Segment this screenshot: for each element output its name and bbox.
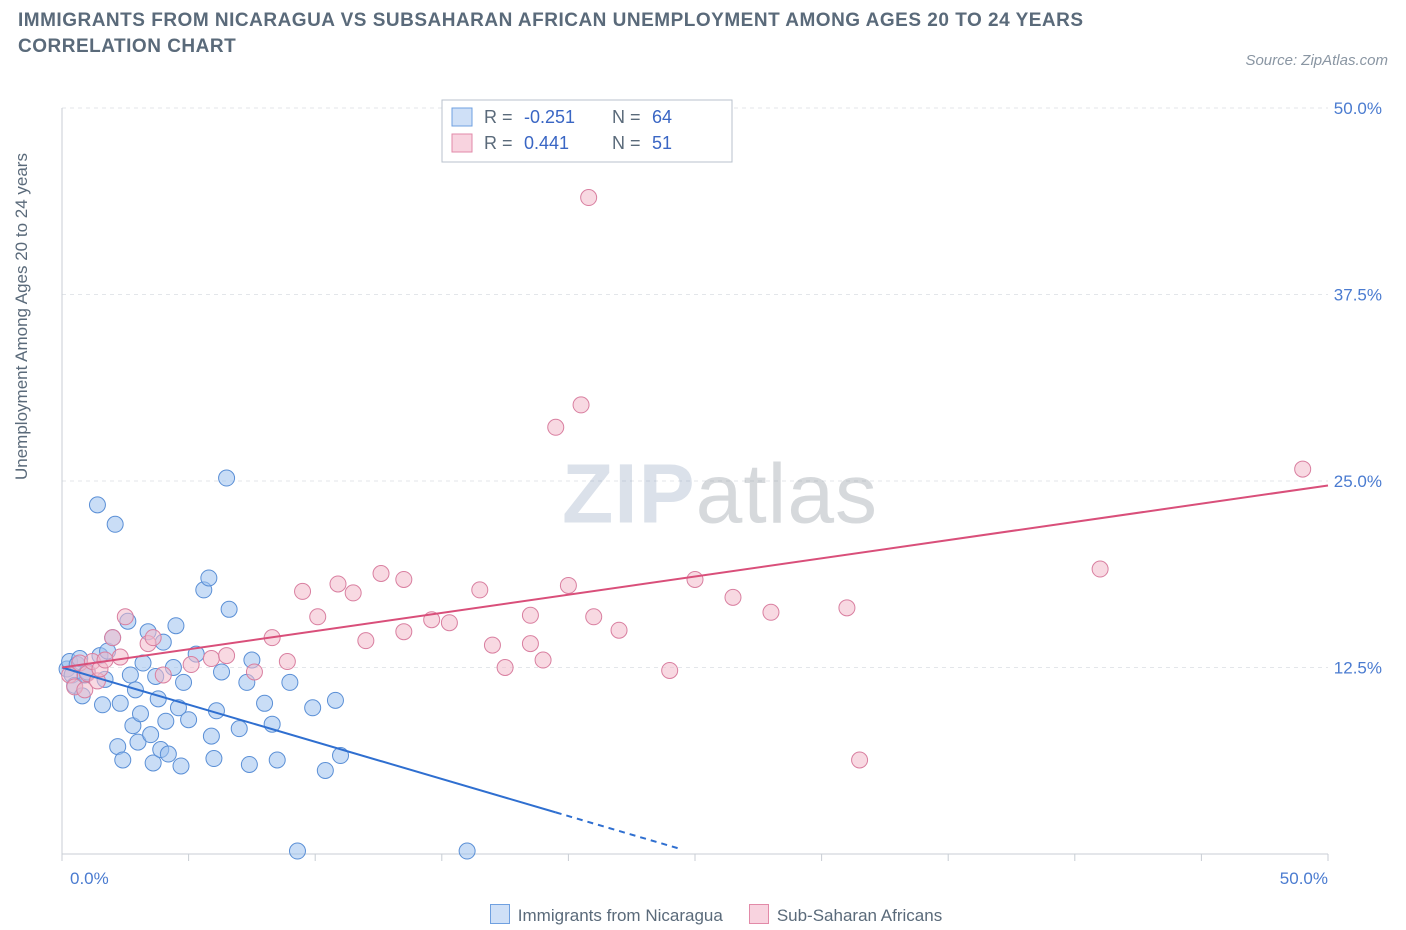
data-point xyxy=(535,652,551,668)
data-point xyxy=(317,762,333,778)
data-point xyxy=(219,470,235,486)
data-point xyxy=(305,700,321,716)
data-point xyxy=(548,419,564,435)
data-point xyxy=(257,695,273,711)
data-point xyxy=(173,758,189,774)
data-point xyxy=(459,843,475,859)
data-point xyxy=(105,630,121,646)
data-point xyxy=(143,727,159,743)
legend-r-value: -0.251 xyxy=(524,107,575,127)
data-point xyxy=(115,752,131,768)
data-point xyxy=(246,664,262,680)
data-point xyxy=(89,497,105,513)
data-point xyxy=(522,607,538,623)
data-point xyxy=(231,721,247,737)
data-point xyxy=(839,600,855,616)
data-point xyxy=(122,667,138,683)
data-point xyxy=(183,657,199,673)
footer-legend-swatch xyxy=(490,904,510,924)
footer-legend-swatch xyxy=(749,904,769,924)
data-point xyxy=(241,756,257,772)
data-point xyxy=(345,585,361,601)
data-point xyxy=(662,662,678,678)
data-point xyxy=(522,636,538,652)
data-point xyxy=(581,190,597,206)
data-point xyxy=(168,618,184,634)
data-point xyxy=(160,746,176,762)
y-tick-label: 50.0% xyxy=(1334,99,1382,118)
data-point xyxy=(282,674,298,690)
data-point xyxy=(1295,461,1311,477)
data-point xyxy=(725,589,741,605)
legend-swatch xyxy=(452,108,472,126)
data-point xyxy=(158,713,174,729)
data-point xyxy=(132,706,148,722)
data-point xyxy=(206,751,222,767)
y-tick-label: 37.5% xyxy=(1334,286,1382,305)
data-point xyxy=(852,752,868,768)
data-point xyxy=(441,615,457,631)
data-point xyxy=(330,576,346,592)
data-point xyxy=(289,843,305,859)
chart-title: IMMIGRANTS FROM NICARAGUA VS SUBSAHARAN … xyxy=(18,8,1098,59)
legend-r-value: 0.441 xyxy=(524,133,569,153)
data-point xyxy=(396,571,412,587)
data-point xyxy=(95,697,111,713)
data-point xyxy=(145,630,161,646)
x-tick-label: 50.0% xyxy=(1280,869,1328,888)
legend-n-label: N = xyxy=(612,107,641,127)
data-point xyxy=(269,752,285,768)
data-point xyxy=(611,622,627,638)
footer-legend: Immigrants from Nicaragua Sub-Saharan Afr… xyxy=(0,904,1406,926)
data-point xyxy=(586,609,602,625)
legend-r-label: R = xyxy=(484,107,513,127)
data-point xyxy=(221,601,237,617)
legend-n-value: 51 xyxy=(652,133,672,153)
data-point xyxy=(763,604,779,620)
data-point xyxy=(201,570,217,586)
legend-n-value: 64 xyxy=(652,107,672,127)
data-point xyxy=(484,637,500,653)
data-point xyxy=(203,651,219,667)
data-point xyxy=(396,624,412,640)
data-point xyxy=(573,397,589,413)
data-point xyxy=(472,582,488,598)
data-point xyxy=(687,571,703,587)
data-point xyxy=(327,692,343,708)
source-attribution: Source: ZipAtlas.com xyxy=(1245,52,1388,69)
footer-legend-label: Sub-Saharan Africans xyxy=(777,906,942,925)
data-point xyxy=(279,654,295,670)
y-tick-label: 25.0% xyxy=(1334,472,1382,491)
y-axis-label: Unemployment Among Ages 20 to 24 years xyxy=(12,153,32,480)
data-point xyxy=(176,674,192,690)
data-point xyxy=(117,609,133,625)
legend-r-label: R = xyxy=(484,133,513,153)
data-point xyxy=(112,649,128,665)
data-point xyxy=(560,577,576,593)
legend-swatch xyxy=(452,134,472,152)
data-point xyxy=(181,712,197,728)
data-point xyxy=(219,648,235,664)
data-point xyxy=(497,660,513,676)
scatter-chart: ZIPatlas 12.5%25.0%37.5%50.0%0.0%50.0%R … xyxy=(52,98,1388,890)
data-point xyxy=(310,609,326,625)
legend-n-label: N = xyxy=(612,133,641,153)
data-point xyxy=(373,566,389,582)
footer-legend-label: Immigrants from Nicaragua xyxy=(518,906,723,925)
y-tick-label: 12.5% xyxy=(1334,659,1382,678)
data-point xyxy=(214,664,230,680)
data-point xyxy=(155,667,171,683)
x-tick-label: 0.0% xyxy=(70,869,109,888)
data-point xyxy=(203,728,219,744)
data-point xyxy=(1092,561,1108,577)
data-point xyxy=(112,695,128,711)
data-point xyxy=(358,633,374,649)
data-point xyxy=(107,516,123,532)
data-point xyxy=(295,583,311,599)
